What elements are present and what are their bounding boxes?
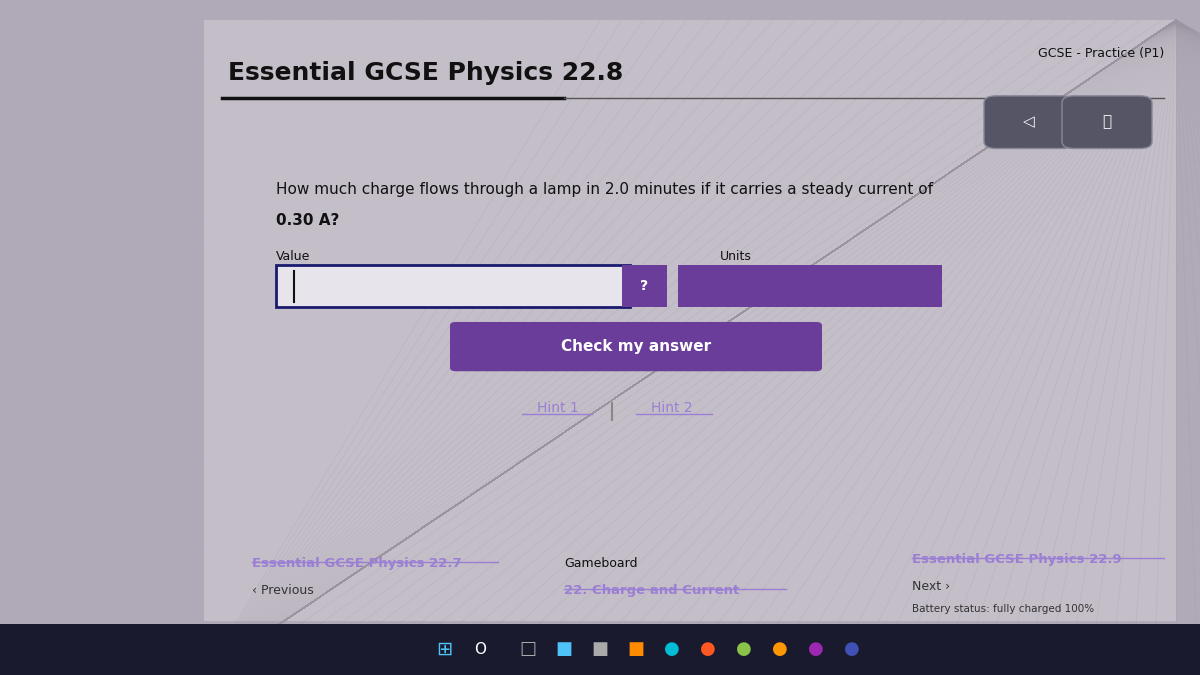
Text: ■: ■ — [628, 641, 644, 658]
Text: Units: Units — [720, 250, 752, 263]
Text: ?: ? — [641, 279, 648, 293]
Text: Gameboard: Gameboard — [564, 557, 637, 570]
Text: Essential GCSE Physics 22.7: Essential GCSE Physics 22.7 — [252, 557, 462, 570]
Text: GCSE - Practice (P1): GCSE - Practice (P1) — [1038, 47, 1164, 60]
Text: 0.30 A?: 0.30 A? — [276, 213, 340, 227]
Text: Hint 2: Hint 2 — [652, 402, 692, 415]
Text: ■: ■ — [556, 641, 572, 658]
Text: Check my answer: Check my answer — [560, 339, 712, 354]
Text: ●: ● — [844, 641, 860, 658]
Text: ●: ● — [736, 641, 752, 658]
FancyBboxPatch shape — [678, 265, 942, 307]
Text: ●: ● — [808, 641, 824, 658]
Text: ●: ● — [664, 641, 680, 658]
Text: Hint 1: Hint 1 — [538, 402, 578, 415]
Text: How much charge flows through a lamp in 2.0 minutes if it carries a steady curre: How much charge flows through a lamp in … — [276, 182, 934, 197]
FancyBboxPatch shape — [276, 265, 630, 307]
Text: ◁: ◁ — [1022, 114, 1034, 129]
Text: ⊞: ⊞ — [436, 640, 452, 659]
FancyBboxPatch shape — [622, 265, 667, 307]
Text: Value: Value — [276, 250, 311, 263]
Text: Essential GCSE Physics 22.9: Essential GCSE Physics 22.9 — [912, 554, 1122, 566]
Text: Next ›: Next › — [912, 580, 950, 593]
Text: ●: ● — [772, 641, 788, 658]
Text: □: □ — [520, 641, 536, 658]
Text: ⎙: ⎙ — [1102, 114, 1111, 129]
FancyBboxPatch shape — [984, 96, 1074, 148]
Text: ‹ Previous: ‹ Previous — [252, 584, 313, 597]
FancyBboxPatch shape — [1062, 96, 1152, 148]
Text: ●: ● — [700, 641, 716, 658]
Text: O: O — [474, 642, 486, 657]
FancyBboxPatch shape — [450, 322, 822, 371]
Text: Essential GCSE Physics 22.8: Essential GCSE Physics 22.8 — [228, 61, 623, 85]
FancyBboxPatch shape — [0, 624, 1200, 675]
Text: Battery status: fully charged 100%: Battery status: fully charged 100% — [912, 604, 1094, 614]
Text: 22. Charge and Current: 22. Charge and Current — [564, 584, 739, 597]
Text: ■: ■ — [592, 641, 608, 658]
FancyBboxPatch shape — [204, 20, 1176, 621]
